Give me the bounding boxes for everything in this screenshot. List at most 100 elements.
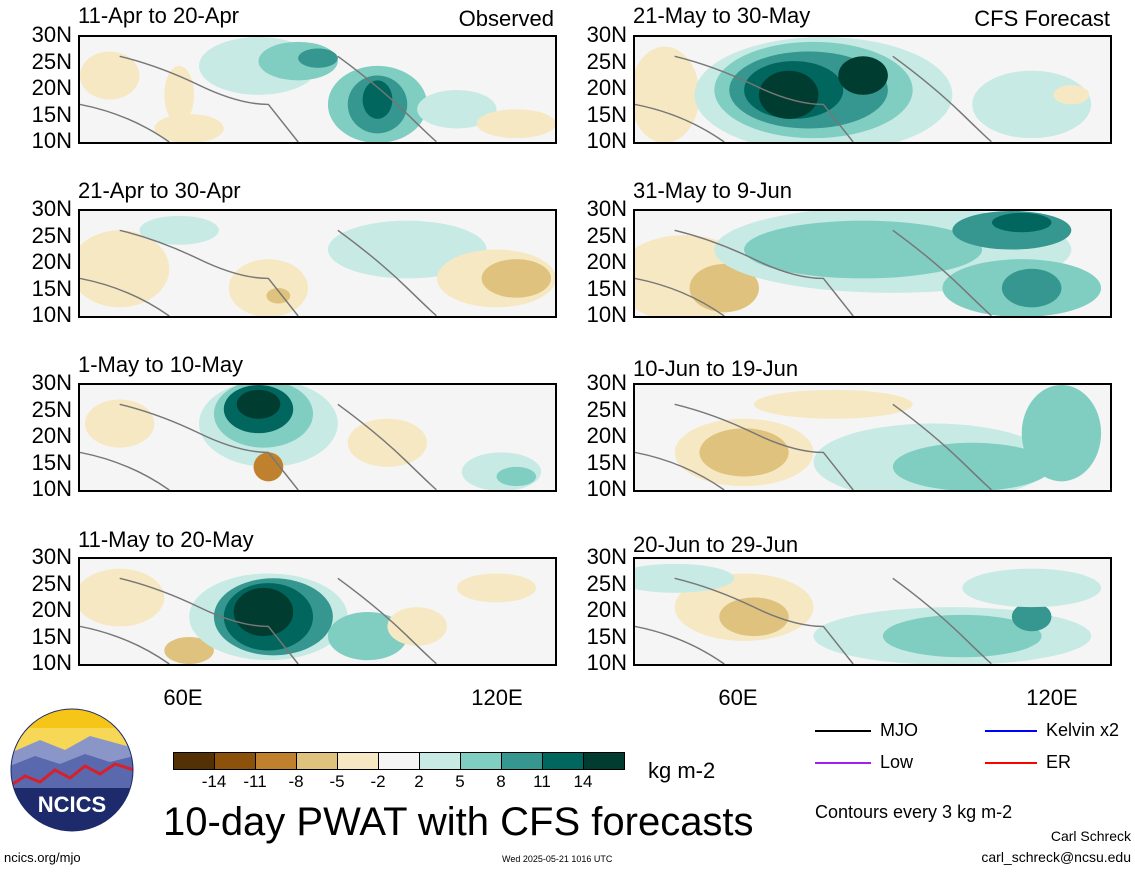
lon-label-60e: 60E xyxy=(163,685,203,710)
lat-label: 10N xyxy=(31,650,72,675)
panel-title: 21-May to 30-May xyxy=(633,3,811,28)
lat-label: 10N xyxy=(31,302,72,327)
colorbar-swatch xyxy=(255,752,297,770)
map-panel xyxy=(633,209,1112,318)
lat-label: 30N xyxy=(586,544,627,569)
author: Carl Schreck xyxy=(1050,828,1131,844)
lat-label: 30N xyxy=(31,196,72,221)
author-email[interactable]: carl_schreck@ncsu.edu xyxy=(981,849,1131,865)
legend-label-mjo: MJO xyxy=(880,720,918,740)
panel-title: 1-May to 10-May xyxy=(78,352,244,377)
panel-title: 10-Jun to 19-Jun xyxy=(633,356,799,381)
legend-line-er xyxy=(985,762,1037,764)
colorbar-swatch xyxy=(214,752,256,770)
legend-line-kelvin xyxy=(985,730,1037,732)
legend-line-low xyxy=(815,762,871,764)
contour-note: Contours every 3 kg m-2 xyxy=(815,802,1013,822)
panel-title: 21-Apr to 30-Apr xyxy=(78,178,241,203)
colorbar-tick-label: 14 xyxy=(573,772,593,791)
colorbar-swatch xyxy=(460,752,502,770)
site-link[interactable]: ncics.org/mjo xyxy=(4,850,81,865)
map-panel xyxy=(633,35,1112,144)
colorbar-tick-label: -14 xyxy=(201,772,227,791)
lat-label: 30N xyxy=(31,370,72,395)
lat-label: 20N xyxy=(31,423,72,448)
lat-label: 10N xyxy=(31,128,72,153)
map-panel xyxy=(78,35,557,144)
lat-label: 15N xyxy=(31,275,72,301)
lon-label-120e: 120E xyxy=(471,685,523,710)
lat-label: 15N xyxy=(31,449,72,475)
colorbar-swatch xyxy=(419,752,461,770)
legend-label-low: Low xyxy=(880,752,914,772)
lat-label: 10N xyxy=(586,128,627,153)
colorbar-tick-label: 8 xyxy=(496,772,506,791)
colorbar-swatch xyxy=(501,752,543,770)
map-panel xyxy=(78,383,557,492)
logo-text: NCICS xyxy=(38,792,106,817)
panel-title: 11-Apr to 20-Apr xyxy=(78,3,240,28)
legend-line-mjo xyxy=(815,730,871,732)
lat-label: 15N xyxy=(31,623,72,649)
lat-label: 25N xyxy=(31,396,72,422)
colorbar-tick-label: -8 xyxy=(288,772,304,791)
lat-label: 10N xyxy=(586,302,627,327)
lat-label: 25N xyxy=(31,222,72,248)
lat-label: 20N xyxy=(31,75,72,100)
lat-label: 20N xyxy=(586,249,627,274)
lat-label: 20N xyxy=(586,597,627,622)
lat-label: 15N xyxy=(586,449,627,475)
colorbar-tick-label: -11 xyxy=(243,772,267,791)
lon-label-120e: 120E xyxy=(1026,685,1078,710)
lon-label-60e: 60E xyxy=(718,685,758,710)
lat-label: 10N xyxy=(586,476,627,501)
map-panel xyxy=(633,383,1112,492)
colorbar-swatch xyxy=(583,752,625,770)
map-panel xyxy=(633,557,1112,666)
lat-label: 15N xyxy=(586,101,627,127)
colorbar-swatch xyxy=(337,752,379,770)
legend-label-kelvin: Kelvin x2 xyxy=(1046,720,1120,740)
lat-label: 25N xyxy=(586,48,627,74)
lat-label: 25N xyxy=(31,48,72,74)
lat-label: 30N xyxy=(586,22,627,47)
map-panel xyxy=(78,557,557,666)
lat-label: 10N xyxy=(31,476,72,501)
lat-label: 10N xyxy=(586,650,627,675)
lat-label: 20N xyxy=(586,75,627,100)
lat-label: 20N xyxy=(31,597,72,622)
colorbar-swatch xyxy=(296,752,338,770)
lat-label: 15N xyxy=(586,275,627,301)
timestamp: Wed 2025-05-21 1016 UTC xyxy=(502,854,613,864)
ncics-logo: NCICS xyxy=(10,708,134,832)
lat-label: 30N xyxy=(31,544,72,569)
legend-label-er: ER xyxy=(1046,752,1072,772)
lat-label: 30N xyxy=(586,196,627,221)
lat-label: 25N xyxy=(31,570,72,596)
lat-label: 15N xyxy=(586,623,627,649)
observed-label: Observed xyxy=(458,6,554,31)
lat-label: 25N xyxy=(586,570,627,596)
panel-title: 20-Jun to 29-Jun xyxy=(633,532,799,557)
colorbar-tick-label: 2 xyxy=(414,772,424,791)
colorbar-swatch xyxy=(173,752,215,770)
colorbar-tick-label: 5 xyxy=(455,772,465,791)
colorbar-tick-label: 11 xyxy=(533,772,551,791)
lat-label: 30N xyxy=(31,22,72,47)
colorbar-swatch xyxy=(378,752,420,770)
colorbar-swatch xyxy=(542,752,584,770)
main-title: 10-day PWAT with CFS forecasts xyxy=(163,800,754,844)
lat-label: 25N xyxy=(586,222,627,248)
lat-label: 20N xyxy=(586,423,627,448)
forecast-label: CFS Forecast xyxy=(974,6,1110,31)
panel-title: 11-May to 20-May xyxy=(78,527,254,552)
lat-label: 30N xyxy=(586,370,627,395)
map-panel xyxy=(78,209,557,318)
lat-label: 20N xyxy=(31,249,72,274)
colorbar-tick-label: -5 xyxy=(329,772,345,791)
panel-title: 31-May to 9-Jun xyxy=(633,178,792,203)
lat-label: 15N xyxy=(31,101,72,127)
lat-label: 25N xyxy=(586,396,627,422)
colorbar-tick-label: -2 xyxy=(370,772,386,791)
colorbar-unit: kg m-2 xyxy=(648,758,716,783)
